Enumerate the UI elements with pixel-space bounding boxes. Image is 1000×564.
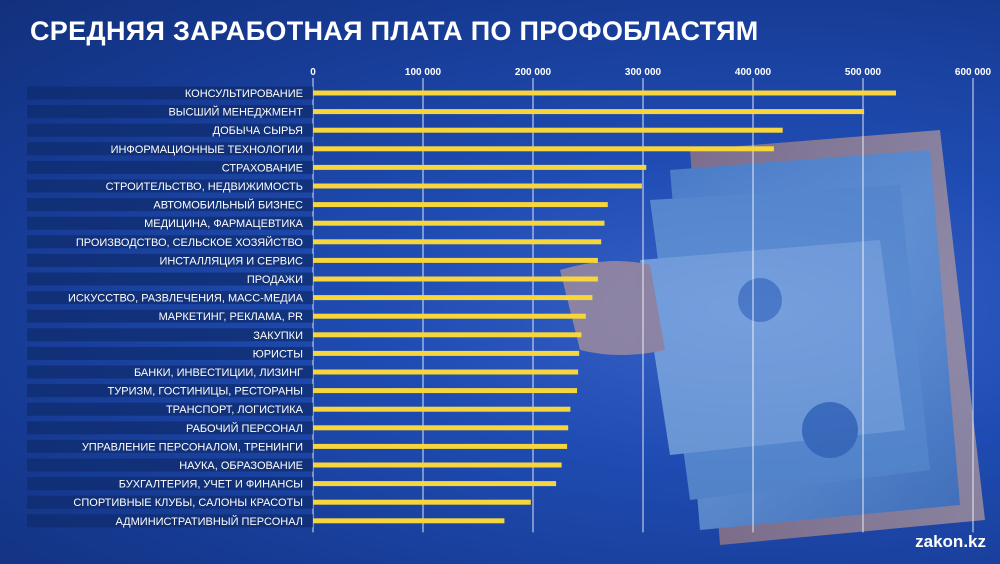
category-label: ТУРИЗМ, ГОСТИНИЦЫ, РЕСТОРАНЫ: [108, 386, 303, 398]
bar: [313, 462, 562, 468]
bar: [313, 164, 647, 170]
category-band: [27, 458, 313, 472]
grid-lines: [312, 78, 974, 533]
bar: [313, 388, 577, 394]
bar: [313, 481, 557, 487]
category-label: РАБОЧИЙ ПЕРСОНАЛ: [186, 422, 303, 435]
bar: [313, 109, 865, 115]
category-label: МЕДИЦИНА, ФАРМАЦЕВТИКА: [144, 218, 304, 230]
category-band: [27, 123, 313, 137]
category-band: [27, 253, 313, 267]
category-band: [27, 309, 313, 323]
category-label: БАНКИ, ИНВЕСТИЦИИ, ЛИЗИНГ: [134, 367, 303, 379]
bar: [313, 313, 586, 319]
bar: [313, 146, 774, 152]
x-tick-label: 500 000: [845, 67, 882, 78]
x-tick-label: 600 000: [955, 67, 992, 78]
category-label: ПРОДАЖИ: [247, 274, 303, 286]
bar: [313, 90, 896, 96]
x-axis-ticks: 0 100 000 200 000 300 000 400 000 500 000 600 …: [310, 67, 991, 78]
category-band: [27, 402, 313, 416]
category-band: [27, 439, 313, 453]
bar: [313, 295, 593, 301]
bar: [313, 239, 602, 245]
category-band: [27, 86, 313, 100]
category-label: ТРАНСПОРТ, ЛОГИСТИКА: [166, 404, 304, 416]
x-tick-label: 300 000: [625, 67, 662, 78]
category-labels: КОНСУЛЬТИРОВАНИЕ ВЫСШИЙ МЕНЕДЖМЕНТ ДОБЫЧА …: [68, 88, 304, 528]
bar: [313, 202, 608, 208]
x-tick-label: 100 000: [405, 67, 442, 78]
bar: [313, 499, 531, 505]
category-label: ВЫСШИЙ МЕНЕДЖМЕНТ: [168, 106, 303, 119]
category-band: [27, 198, 313, 212]
x-tick-label: 0: [310, 67, 316, 78]
category-band: [27, 216, 313, 230]
category-label: ПРОИЗВОДСТВО, СЕЛЬСКОЕ ХОЗЯЙСТВО: [76, 236, 304, 249]
category-label: ЗАКУПКИ: [253, 330, 303, 342]
category-band: [27, 514, 313, 528]
category-label-bands: [27, 86, 313, 528]
bar: [313, 332, 582, 338]
category-label: ЮРИСТЫ: [253, 348, 303, 360]
category-band: [27, 421, 313, 435]
category-label: ИНФОРМАЦИОННЫЕ ТЕХНОЛОГИИ: [111, 144, 303, 156]
bar: [313, 257, 598, 263]
category-label: МАРКЕТИНГ, РЕКЛАМА, PR: [159, 311, 303, 323]
category-band: [27, 495, 313, 509]
bar: [313, 406, 571, 412]
category-band: [27, 160, 313, 174]
category-band: [27, 328, 313, 342]
category-label: ИСКУССТВО, РАЗВЛЕЧЕНИЯ, МАСС-МЕДИА: [68, 293, 304, 305]
category-band: [27, 384, 313, 398]
category-band: [27, 142, 313, 156]
category-label: БУХГАЛТЕРИЯ, УЧЕТ И ФИНАНСЫ: [119, 479, 303, 491]
category-label: НАУКА, ОБРАЗОВАНИЕ: [179, 460, 303, 472]
category-label: СТРОИТЕЛЬСТВО, НЕДВИЖИМОСТЬ: [106, 181, 303, 193]
category-band: [27, 105, 313, 119]
category-band: [27, 365, 313, 379]
category-band: [27, 235, 313, 249]
bars: [313, 90, 896, 524]
bar: [313, 369, 579, 375]
category-label: КОНСУЛЬТИРОВАНИЕ: [185, 88, 303, 100]
category-label: СТРАХОВАНИЕ: [222, 162, 303, 174]
category-label: СПОРТИВНЫЕ КЛУБЫ, САЛОНЫ КРАСОТЫ: [73, 497, 303, 509]
x-tick-label: 200 000: [515, 67, 552, 78]
bar: [313, 443, 568, 449]
bar: [313, 127, 783, 133]
category-band: [27, 272, 313, 286]
bar: [313, 350, 580, 356]
category-band: [27, 179, 313, 193]
category-label: УПРАВЛЕНИЕ ПЕРСОНАЛОМ, ТРЕНИНГИ: [82, 441, 303, 453]
bar: [313, 276, 598, 282]
category-label: АВТОМОБИЛЬНЫЙ БИЗНЕС: [153, 199, 303, 212]
page-title: СРЕДНЯЯ ЗАРАБОТНАЯ ПЛАТА ПО ПРОФОБЛАСТЯМ: [30, 16, 759, 46]
x-tick-label: 400 000: [735, 67, 772, 78]
category-label: АДМИНИСТРАТИВНЫЙ ПЕРСОНАЛ: [115, 515, 303, 528]
bar: [313, 183, 642, 189]
category-band: [27, 346, 313, 360]
bar: [313, 518, 505, 524]
category-band: [27, 291, 313, 305]
category-label: ДОБЫЧА СЫРЬЯ: [213, 125, 303, 137]
category-label: ИНСТАЛЛЯЦИЯ И СЕРВИС: [159, 255, 303, 267]
bar: [313, 220, 605, 226]
brand-logo-text: zakon.kz: [915, 532, 986, 551]
category-band: [27, 477, 313, 491]
bar: [313, 425, 569, 431]
